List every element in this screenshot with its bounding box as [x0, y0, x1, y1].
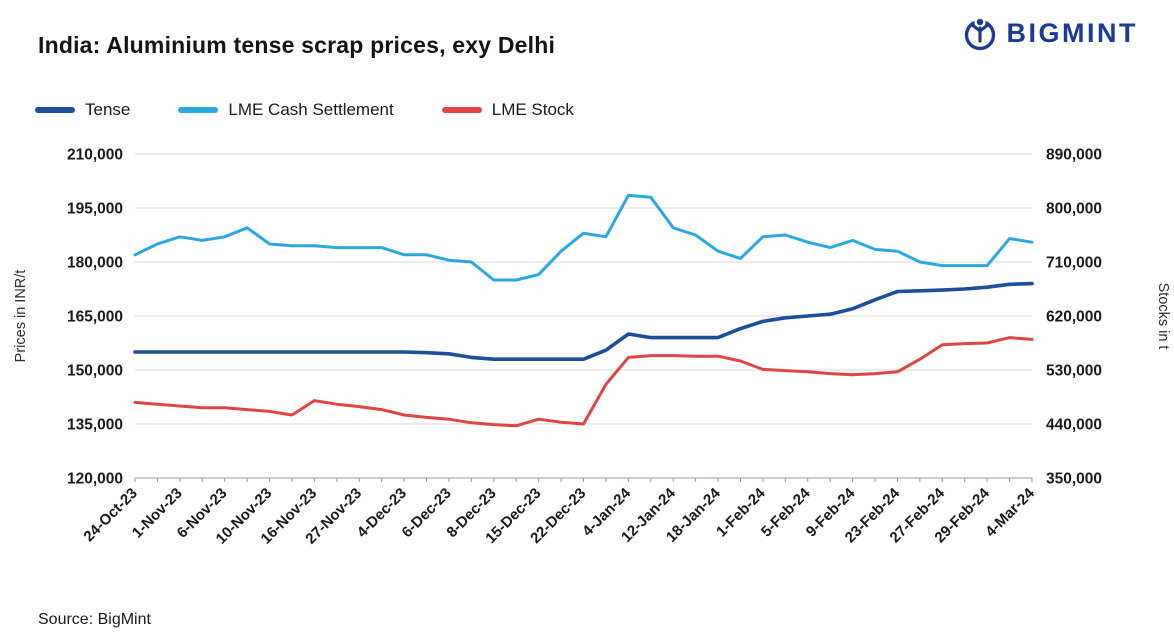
series-line-tense	[133, 281, 1034, 361]
svg-text:620,000: 620,000	[1046, 309, 1102, 326]
svg-text:24-Oct-23: 24-Oct-23	[80, 485, 140, 545]
brand-name: BIGMINT	[1006, 17, 1138, 48]
grid-lines	[135, 153, 1032, 479]
svg-text:150,000: 150,000	[67, 363, 123, 380]
legend-item-lme-stock: LME Stock	[441, 100, 574, 120]
svg-text:530,000: 530,000	[1046, 363, 1102, 380]
svg-text:Stocks in t: Stocks in t	[1155, 283, 1171, 350]
x-axis-labels: 24-Oct-231-Nov-236-Nov-2310-Nov-2316-Nov…	[80, 484, 1038, 547]
series-line-lme-stock	[133, 336, 1034, 428]
right-axis-labels: 350,000 440,000 530,000 620,000 710,000 800,0…	[1046, 147, 1102, 488]
legend-label-lme-stock: LME Stock	[491, 100, 574, 119]
svg-text:4-Mar-24: 4-Mar-24	[982, 484, 1038, 540]
svg-text:890,000: 890,000	[1046, 147, 1102, 164]
legend-swatch-tense	[35, 107, 75, 113]
svg-text:Prices in INR/t: Prices in INR/t	[13, 270, 29, 363]
series-lines	[133, 193, 1034, 428]
legend-label-lme-cash: LME Cash Settlement	[228, 100, 394, 119]
svg-text:710,000: 710,000	[1046, 255, 1102, 272]
svg-text:800,000: 800,000	[1046, 201, 1102, 218]
axis-titles: Prices in INR/t Stocks in t	[13, 270, 1171, 363]
bigmint-logo-icon	[962, 14, 998, 52]
left-axis-labels: 120,000 135,000 150,000 165,000 180,000 195,0…	[67, 147, 123, 488]
source-note: Source: BigMint	[38, 611, 151, 628]
svg-text:135,000: 135,000	[67, 417, 123, 434]
svg-text:120,000: 120,000	[67, 471, 123, 488]
svg-text:440,000: 440,000	[1046, 417, 1102, 434]
x-axis-ticks	[134, 478, 1033, 482]
svg-text:350,000: 350,000	[1046, 471, 1102, 488]
svg-text:210,000: 210,000	[67, 147, 123, 164]
chart-area: 120,000 135,000 150,000 165,000 180,000 195,0…	[0, 136, 1174, 604]
legend-swatch-lme-stock	[441, 107, 482, 113]
svg-text:180,000: 180,000	[67, 255, 123, 272]
chart-legend: Tense LME Cash Settlement LME Stock	[35, 100, 574, 120]
page-title: India: Aluminium tense scrap prices, exy…	[38, 32, 556, 58]
series-line-lme-cash-settlement	[133, 193, 1034, 282]
svg-text:165,000: 165,000	[67, 309, 123, 326]
brand-logo: BIGMINT	[962, 14, 1139, 52]
legend-item-lme-cash: LME Cash Settlement	[178, 100, 394, 120]
svg-text:195,000: 195,000	[67, 201, 123, 218]
legend-swatch-lme-cash	[178, 107, 219, 113]
chart-svg: 120,000 135,000 150,000 165,000 180,000 195,0…	[13, 147, 1171, 548]
legend-label-tense: Tense	[85, 100, 131, 119]
legend-item-tense: Tense	[35, 100, 130, 120]
